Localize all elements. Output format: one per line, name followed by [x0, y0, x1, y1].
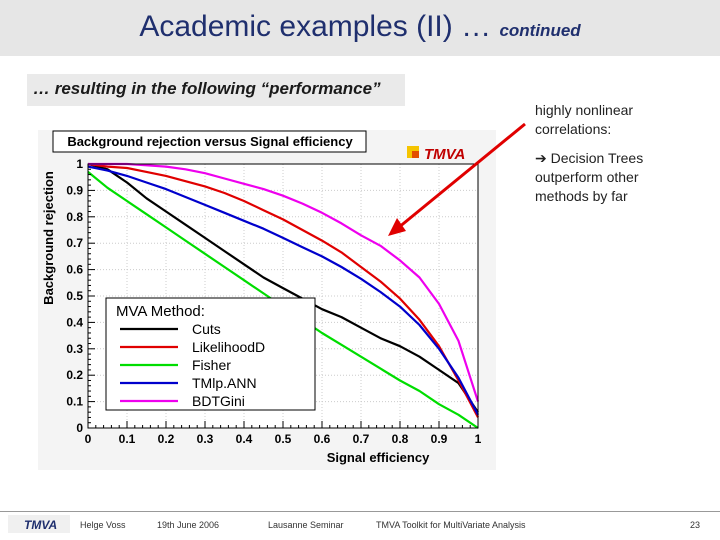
y-tick-label: 0.2 [66, 368, 83, 382]
logo-mark-orange [412, 151, 419, 158]
logo-text: TMVA [424, 146, 465, 163]
footer-page-number: 23 [690, 520, 701, 530]
x-tick-label: 0.5 [275, 432, 292, 446]
subtitle-box [27, 74, 405, 106]
conclusion-line-2: outperform other [535, 169, 639, 185]
y-tick-label: 0.3 [66, 342, 83, 356]
x-tick-label: 0.8 [392, 432, 409, 446]
chart-title: Background rejection versus Signal effic… [67, 134, 353, 149]
x-tick-label: 0.6 [314, 432, 331, 446]
x-tick-label: 0.1 [119, 432, 136, 446]
footer-rule [0, 511, 720, 512]
x-tick-label: 0.2 [158, 432, 175, 446]
legend-entry: TMlp.ANN [192, 375, 257, 391]
x-tick-label: 0.7 [353, 432, 370, 446]
footer-logo: TMVA [24, 518, 58, 532]
x-tick-label: 1 [475, 432, 482, 446]
y-axis-label: Background rejection [41, 171, 56, 305]
note-line-2: correlations: [535, 121, 612, 137]
conclusion-line-1: ➔ Decision Trees [535, 150, 644, 166]
y-tick-label: 0 [76, 421, 83, 435]
x-tick-label: 0 [85, 432, 92, 446]
y-tick-label: 0.5 [66, 289, 83, 303]
slide-title-suffix: continued [499, 21, 581, 40]
slide-subtitle: … resulting in the following “performanc… [33, 79, 381, 98]
note-line-1: highly nonlinear [535, 102, 634, 118]
legend-box [105, 297, 316, 411]
footer-date: 19th June 2006 [157, 520, 220, 530]
slide-title: Academic examples (II) … continued [0, 10, 720, 44]
footer-logo-box [8, 515, 70, 533]
y-tick-label: 0.7 [66, 236, 83, 250]
y-tick-label: 0.4 [66, 315, 83, 329]
callout-arrow-shaft [397, 122, 526, 230]
legend-entry: Cuts [192, 321, 221, 337]
footer-event: Lausanne Seminar [268, 520, 344, 530]
series-line-bdtgini [88, 162, 480, 402]
legend-title: MVA Method: [116, 303, 205, 320]
series-line-tmlp-ann [87, 165, 479, 416]
legend-entry: Fisher [192, 357, 231, 373]
y-tick-label: 0.6 [66, 263, 83, 277]
legend-entry: LikelihoodD [192, 339, 265, 355]
x-tick-label: 0.4 [236, 432, 253, 446]
series-line-cuts [87, 162, 479, 413]
title-band [0, 0, 720, 56]
legend-entry: BDTGini [192, 393, 245, 409]
series-line-likelihoodd [87, 162, 479, 418]
y-tick-label: 0.8 [66, 210, 83, 224]
x-axis-label: Signal efficiency [327, 450, 430, 465]
x-tick-label: 0.9 [431, 432, 448, 446]
footer-talk: TMVA Toolkit for MultiVariate Analysis [376, 520, 526, 530]
y-tick-label: 0.9 [66, 183, 83, 197]
tmva-logo: TMVA [407, 146, 465, 163]
y-tick-label: 1 [76, 157, 83, 171]
footer-author: Helge Voss [80, 520, 126, 530]
conclusion-line-3: methods by far [535, 188, 628, 204]
chart-title-box [52, 130, 367, 153]
callout-arrow-head [388, 218, 406, 236]
y-tick-label: 0.1 [66, 395, 83, 409]
x-tick-label: 0.3 [197, 432, 214, 446]
slide-title-main: Academic examples (II) … [139, 10, 492, 43]
